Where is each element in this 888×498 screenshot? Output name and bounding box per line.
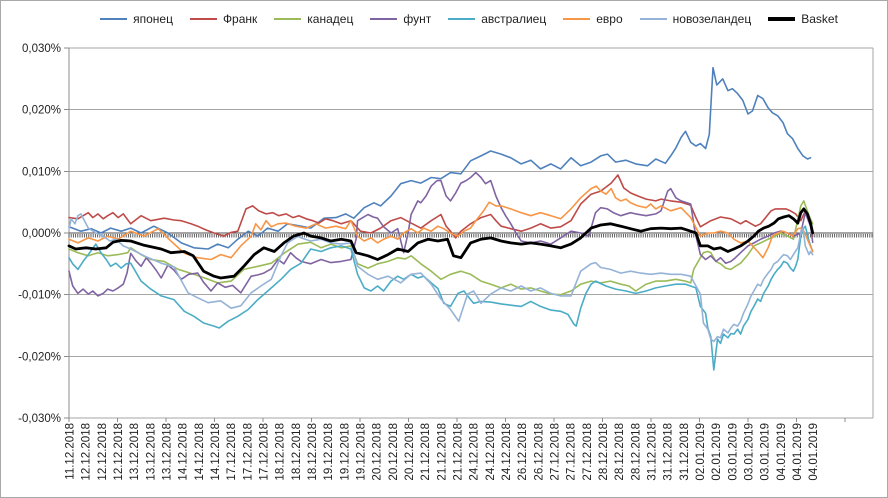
y-axis-tick-label: -0,030%: [18, 413, 61, 425]
legend-label-chf: Франк: [222, 12, 258, 26]
x-axis-tick-label: 24.12.2018: [501, 423, 513, 481]
legend-key-line-basket: [768, 17, 796, 21]
legend-item-cad: канадец: [274, 12, 353, 26]
legend-key-line-gbp: [370, 18, 398, 20]
x-axis-tick-label: 20.12.2018: [404, 423, 416, 481]
x-axis-tick-label: 14.12.2018: [178, 423, 190, 481]
legend-key-line-jpy: [100, 18, 128, 20]
x-axis-tick-label: 21.12.2018: [436, 423, 448, 481]
legend-item-aud: австралиец: [448, 12, 546, 26]
x-axis-tick-label: 24.12.2018: [469, 423, 481, 481]
legend-item-gbp: фунт: [370, 12, 431, 26]
series-line-chf: [68, 174, 814, 239]
x-axis-tick-label: 17.12.2018: [226, 423, 238, 481]
legend-key-line-eur: [563, 18, 591, 20]
x-axis-tick-label: 18.12.2018: [275, 423, 287, 481]
legend-item-basket: Basket: [768, 12, 838, 26]
x-axis-tick-label: 13.12.2018: [145, 423, 157, 481]
legend-key-line-cad: [274, 18, 302, 20]
legend-item-eur: евро: [563, 12, 623, 26]
x-axis-tick-label: 03.01.2019: [727, 423, 739, 481]
x-axis-tick-label: 18.12.2018: [307, 423, 319, 481]
x-axis-tick-label: 11.12.2018: [65, 423, 77, 480]
series-line-basket: [67, 207, 815, 280]
legend-label-aud: австралиец: [481, 12, 547, 26]
y-axis-tick-label: 0,020%: [22, 105, 61, 117]
x-axis-tick-label: 17.12.2018: [259, 423, 271, 481]
legend-key-line-nzd: [639, 18, 667, 20]
legend-key-line-aud: [448, 18, 476, 20]
x-axis-tick-label: 13.12.2018: [162, 423, 174, 481]
y-axis-tick-label: -0,010%: [18, 290, 61, 302]
x-axis-tick-comb: [68, 234, 873, 238]
legend-label-gbp: фунт: [403, 12, 432, 26]
x-axis-tick-label: 24.12.2018: [485, 423, 497, 481]
x-axis-tick-label: 26.12.2018: [533, 423, 545, 481]
x-axis-tick-label: 12.12.2018: [113, 423, 125, 481]
x-axis-tick-label: 28.12.2018: [614, 423, 626, 481]
y-axis-tick-label: 0,010%: [22, 166, 61, 178]
x-axis-tick-label: 14.12.2018: [194, 423, 206, 481]
series-line-aud: [68, 225, 814, 371]
x-axis-tick-label: 21.12.2018: [453, 423, 465, 481]
x-axis-tick-label: 19.12.2018: [339, 423, 351, 481]
x-axis-tick-label: 26.12.2018: [517, 423, 529, 481]
x-axis-tick-label: 18.12.2018: [291, 423, 303, 481]
x-axis-tick-label: 03.01.2019: [744, 423, 756, 481]
legend-label-eur: евро: [596, 12, 623, 26]
x-axis-tick-label: 20.12.2018: [388, 423, 400, 481]
x-axis-tick-label: 31.12.2018: [647, 423, 659, 481]
x-axis-tick-label: 27.12.2018: [550, 423, 562, 481]
x-axis-tick-label: 17.12.2018: [242, 423, 254, 481]
x-axis-tick-label: 21.12.2018: [420, 423, 432, 481]
series-line-eur: [68, 185, 814, 261]
legend: японец Франк канадец фунт австралиец евро ново…: [63, 8, 875, 30]
legend-label-nzd: новозеландец: [672, 12, 752, 26]
x-axis-tick-label: 20.12.2018: [372, 423, 384, 481]
y-axis-tick-label: 0,000%: [22, 228, 61, 240]
series-line-nzd: [68, 213, 814, 343]
x-axis-tick-label: 27.12.2018: [582, 423, 594, 481]
x-axis-tick-label: 13.12.2018: [129, 423, 141, 481]
x-axis-tick-label: 19.12.2018: [323, 423, 335, 481]
y-axis-tick-label: -0,020%: [18, 351, 61, 363]
x-axis-tick-label: 31.12.2018: [663, 423, 675, 481]
series-line-gbp: [68, 171, 814, 297]
x-axis-tick-label: 14.12.2018: [210, 423, 222, 481]
x-axis-tick-label: 02.01.2019: [695, 423, 707, 481]
x-axis-tick-label: 19.12.2018: [356, 423, 368, 481]
x-axis-tick-label: 04.01.2019: [776, 423, 788, 481]
x-axis-tick-label: 28.12.2018: [598, 423, 610, 481]
legend-label-cad: канадец: [307, 12, 354, 26]
x-axis-tick-label: 31.12.2018: [679, 423, 691, 481]
x-axis-tick-label: 12.12.2018: [97, 423, 109, 481]
legend-item-jpy: японец: [100, 12, 173, 26]
x-axis-tick-label: 03.01.2019: [760, 423, 772, 481]
x-axis-tick-label: 12.12.2018: [81, 423, 93, 481]
x-axis-tick-label: 27.12.2018: [566, 423, 578, 481]
series-line-jpy: [68, 66, 812, 250]
y-axis-tick-label: 0,030%: [22, 43, 61, 55]
x-axis-tick-label: 04.01.2019: [808, 423, 820, 481]
legend-item-nzd: новозеландец: [639, 12, 752, 26]
legend-item-chf: Франк: [189, 12, 258, 26]
x-axis-tick-label: 04.01.2019: [792, 423, 804, 481]
legend-label-basket: Basket: [801, 12, 838, 26]
x-axis-tick-label: 02.01.2019: [711, 423, 723, 481]
legend-label-jpy: японец: [133, 12, 173, 26]
legend-key-line-chf: [189, 18, 217, 20]
x-axis-tick-label: 28.12.2018: [630, 423, 642, 481]
